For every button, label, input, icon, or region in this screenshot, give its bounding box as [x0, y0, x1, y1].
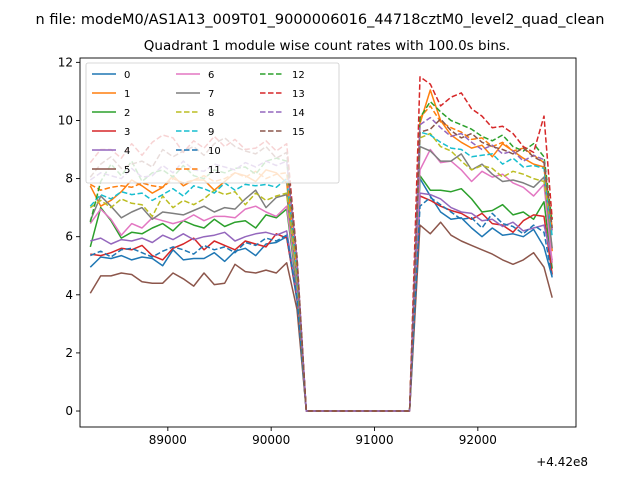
- chart-title: Quadrant 1 module wise count rates with …: [144, 38, 510, 54]
- legend-label-9: 9: [208, 127, 214, 138]
- y-tick-label: 12: [58, 55, 73, 69]
- legend-label-4: 4: [124, 146, 130, 157]
- legend-label-14: 14: [292, 108, 305, 119]
- legend-label-12: 12: [292, 70, 305, 81]
- plot-frame: [79, 57, 577, 428]
- x-tick-label: 90000: [252, 433, 290, 447]
- y-tick-label: 0: [65, 404, 73, 418]
- legend-label-15: 15: [292, 127, 305, 138]
- legend-label-11: 11: [208, 165, 221, 176]
- legend-label-0: 0: [124, 70, 130, 81]
- x-tick-label: 91000: [355, 433, 393, 447]
- figure-suptitle: n file: modeM0/AS1A13_009T01_9000006016_…: [36, 12, 605, 28]
- series-line-11: [89, 105, 553, 412]
- y-tick-label: 2: [65, 346, 73, 360]
- x-tick-label: 92000: [459, 433, 497, 447]
- legend-label-2: 2: [124, 108, 130, 119]
- legend-label-10: 10: [208, 146, 221, 157]
- legend-label-7: 7: [208, 89, 214, 100]
- series-layer: [89, 76, 553, 412]
- legend-label-6: 6: [208, 70, 214, 81]
- legend-label-1: 1: [124, 89, 130, 100]
- legend-label-13: 13: [292, 89, 305, 100]
- legend-label-8: 8: [208, 108, 214, 119]
- series-line-10: [90, 196, 553, 412]
- y-tick-label: 4: [65, 288, 73, 302]
- series-line-5: [89, 221, 553, 412]
- x-tick-label: 89000: [149, 433, 187, 447]
- legend-label-3: 3: [124, 127, 130, 138]
- x-offset-label: +4.42e8: [536, 455, 588, 469]
- y-tick-label: 6: [65, 230, 73, 244]
- legend-label-5: 5: [124, 165, 130, 176]
- y-tick-label: 8: [65, 172, 73, 186]
- legend-box: [85, 62, 340, 184]
- y-tick-label: 10: [58, 113, 73, 127]
